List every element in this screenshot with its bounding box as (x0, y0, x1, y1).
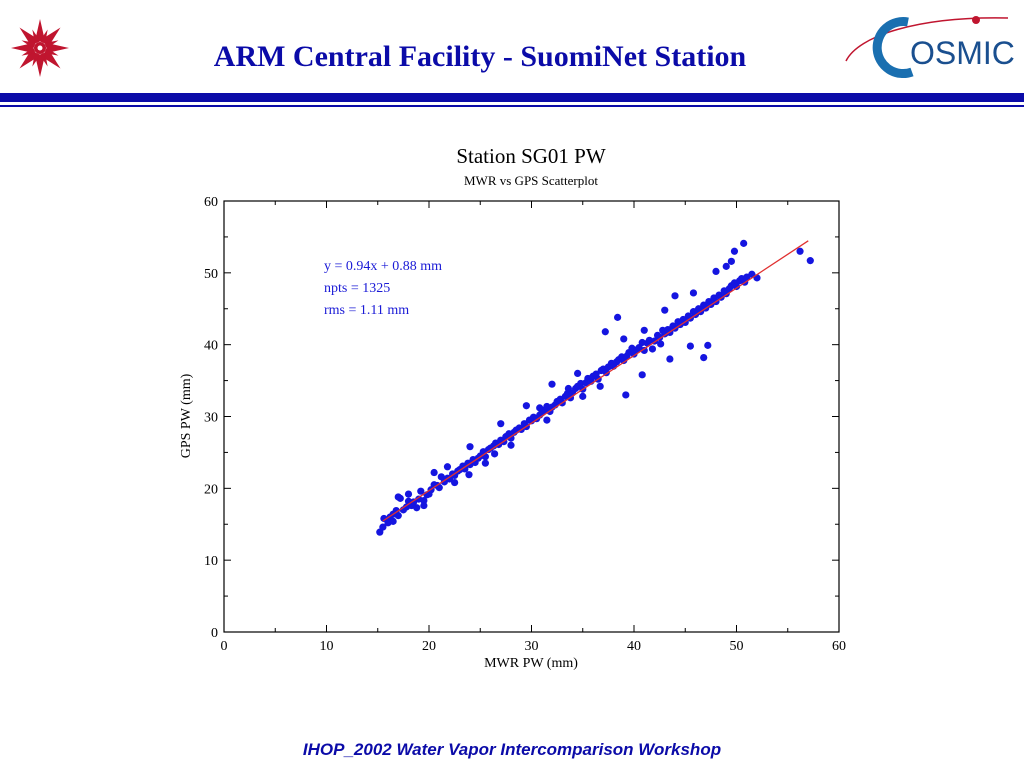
data-point (732, 282, 741, 291)
data-point (497, 420, 505, 428)
y-tick-label: 30 (204, 411, 218, 426)
data-point (564, 384, 572, 393)
x-tick-label: 40 (627, 639, 641, 654)
annotation-npts: npts = 1325 (324, 281, 390, 296)
data-point (522, 402, 530, 410)
data-point (661, 306, 669, 314)
data-point (614, 313, 622, 321)
fit-line (382, 240, 809, 522)
data-point (443, 463, 452, 471)
data-point (648, 345, 657, 353)
header-rule-thin (0, 105, 1024, 107)
data-point (622, 391, 630, 399)
footer-text: IHOP_2002 Water Vapor Intercomparison Wo… (302, 740, 722, 759)
data-point (753, 274, 761, 282)
data-point (579, 392, 587, 400)
data-point (686, 342, 694, 350)
star-emblem-icon (11, 19, 69, 77)
data-point (491, 450, 499, 458)
data-point (704, 341, 712, 349)
slide-title: ARM Central Facility - SuomiNet Station (213, 40, 747, 73)
chart-subtitle: MWR vs GPS Scatterplot (464, 173, 598, 188)
data-point (796, 247, 804, 255)
cosmic-logo-text: OSMIC (910, 35, 1015, 71)
data-point (640, 326, 648, 334)
y-tick-label: 60 (204, 195, 218, 210)
x-tick-label: 50 (730, 639, 744, 654)
x-tick-label: 10 (320, 639, 334, 654)
data-point (640, 346, 648, 355)
x-axis-label: MWR PW (mm) (484, 656, 578, 671)
data-point (404, 490, 413, 498)
data-point (465, 471, 473, 479)
y-tick-label: 50 (204, 267, 218, 282)
data-point (507, 441, 515, 449)
chart-title: Station SG01 PW (456, 144, 606, 168)
data-point (548, 380, 556, 388)
data-points (376, 239, 814, 536)
data-point (620, 335, 628, 343)
data-point (574, 369, 582, 377)
x-tick-label: 20 (422, 639, 436, 654)
y-axis-label: GPS PW (mm) (179, 373, 194, 458)
data-point (712, 267, 720, 275)
scatter-chart: Station SG01 PW MWR vs GPS Scatterplot 0… (179, 144, 846, 671)
data-point (481, 459, 489, 467)
data-point (657, 340, 665, 348)
data-point (689, 289, 698, 297)
y-tick-label: 0 (211, 626, 218, 641)
header-rule (0, 93, 1024, 102)
data-point (543, 416, 551, 424)
data-point (596, 382, 604, 390)
data-point (420, 496, 428, 505)
x-tick-label: 0 (221, 639, 228, 654)
data-point (740, 239, 748, 247)
data-point (451, 478, 459, 487)
data-point (671, 292, 679, 300)
data-point (507, 434, 515, 442)
data-point (417, 487, 425, 495)
data-point (806, 257, 814, 265)
x-tick-label: 30 (525, 639, 539, 654)
data-point (638, 371, 646, 379)
data-point (722, 262, 730, 270)
data-point (420, 501, 428, 510)
data-point (700, 353, 708, 362)
data-point (536, 404, 544, 412)
cosmic-logo-icon: OSMIC (845, 16, 1015, 79)
data-point (461, 465, 469, 473)
x-tick-label: 60 (832, 639, 846, 654)
data-point (413, 504, 421, 512)
data-point (727, 257, 735, 265)
data-point (394, 493, 402, 501)
data-point (601, 328, 609, 336)
data-point (430, 468, 438, 477)
y-tick-label: 40 (204, 339, 218, 354)
annotation-equation: y = 0.94x + 0.88 mm (324, 259, 442, 274)
y-tick-label: 10 (204, 554, 218, 569)
data-point (379, 523, 387, 531)
annotation-rms: rms = 1.11 mm (324, 303, 409, 318)
y-tick-label: 20 (204, 482, 218, 497)
data-point (666, 355, 674, 363)
data-point (466, 443, 474, 451)
data-point (730, 247, 739, 255)
axis-ticks: 0 10 20 30 40 50 60 0 10 20 30 40 50 60 (204, 195, 846, 654)
data-point (389, 517, 397, 525)
